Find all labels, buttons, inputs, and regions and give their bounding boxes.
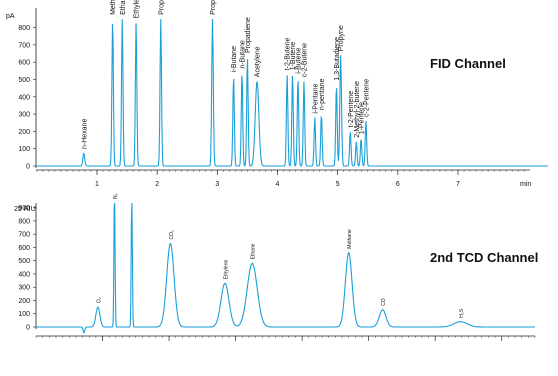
x-tick-label: 3 <box>215 181 219 188</box>
peak-label: Propyne <box>338 25 345 51</box>
peak-label: t-2-Butene <box>285 38 292 71</box>
y-axis-label: 25 RIU <box>14 206 36 213</box>
x-tick-label: 1 <box>95 181 99 188</box>
y-tick-label: 100 <box>18 311 30 318</box>
peak-label: i-Pentane <box>312 84 319 114</box>
y-tick-label: 800 <box>18 218 30 225</box>
peak-label: Propane <box>158 0 165 15</box>
y-tick-label: 700 <box>18 232 30 239</box>
chromatogram-trace <box>36 19 549 168</box>
y-tick-label: 200 <box>18 298 30 305</box>
chromatogram-trace <box>36 202 535 334</box>
peak-label: Ethylene <box>224 260 230 280</box>
y-tick-label: 500 <box>18 77 30 84</box>
peak-label: Ethane <box>251 243 257 259</box>
y-tick-label: 200 <box>18 129 30 136</box>
peak-label: H₂S <box>459 308 465 318</box>
peak-label: O₂ <box>96 297 102 303</box>
y-tick-label: 0 <box>26 164 30 171</box>
channel-title: 2nd TCD Channel <box>430 250 538 265</box>
peak-label: Propylene <box>210 0 217 15</box>
peak-label: n-Butane <box>240 40 247 69</box>
peak-label: 2-Methyl-2-butene <box>354 81 361 138</box>
y-tick-label: 300 <box>18 112 30 119</box>
y-tick-label: 800 <box>18 25 30 32</box>
peak-label: i-Butane <box>231 46 238 72</box>
y-tick-label: 700 <box>18 42 30 49</box>
y-tick-label: 600 <box>18 60 30 67</box>
peak-label: 1-Butene <box>290 42 297 71</box>
peak-label: Propadiene <box>245 17 252 53</box>
y-tick-label: 900 <box>18 205 30 212</box>
y-tick-label: 100 <box>18 146 30 153</box>
peak-label: Ethane <box>120 0 127 15</box>
peak-label: CO₂ <box>169 230 175 240</box>
peak-label: 1-Pentene <box>359 102 366 134</box>
x-tick-label: 6 <box>396 181 400 188</box>
peak-label: t-2-Pentene <box>348 91 355 128</box>
y-tick-label: 0 <box>26 325 30 332</box>
peak-label: c-2-Butene <box>302 43 309 77</box>
peak-label: CO <box>381 298 387 306</box>
x-unit-label: min <box>520 181 531 188</box>
peak-label: Methane <box>347 229 353 249</box>
channel-title: FID Channel <box>430 56 506 71</box>
y-tick-label: 600 <box>18 245 30 252</box>
y-tick-label: 500 <box>18 258 30 265</box>
peak-label: c-2-Pentene <box>363 79 370 117</box>
peak-label: i-Butene <box>296 48 303 74</box>
y-tick-label: 400 <box>18 271 30 278</box>
y-tick-label: 300 <box>18 285 30 292</box>
x-tick-label: 5 <box>336 181 340 188</box>
x-tick-label: 7 <box>456 181 460 188</box>
x-tick-label: 4 <box>276 181 280 188</box>
peak-label: 1,3-Butadiene <box>334 37 341 81</box>
peak-label: Acetylene <box>255 46 262 77</box>
peak-label: Ethylene <box>134 0 141 18</box>
y-tick-label: 400 <box>18 94 30 101</box>
peak-label: n-Hexane <box>81 119 88 149</box>
peak-label: Methane <box>110 0 117 15</box>
peak-label: N₂ <box>113 193 119 199</box>
x-tick-label: 2 <box>155 181 159 188</box>
peak-label: n-pentane <box>319 78 326 110</box>
y-axis-label: pA <box>6 13 15 20</box>
